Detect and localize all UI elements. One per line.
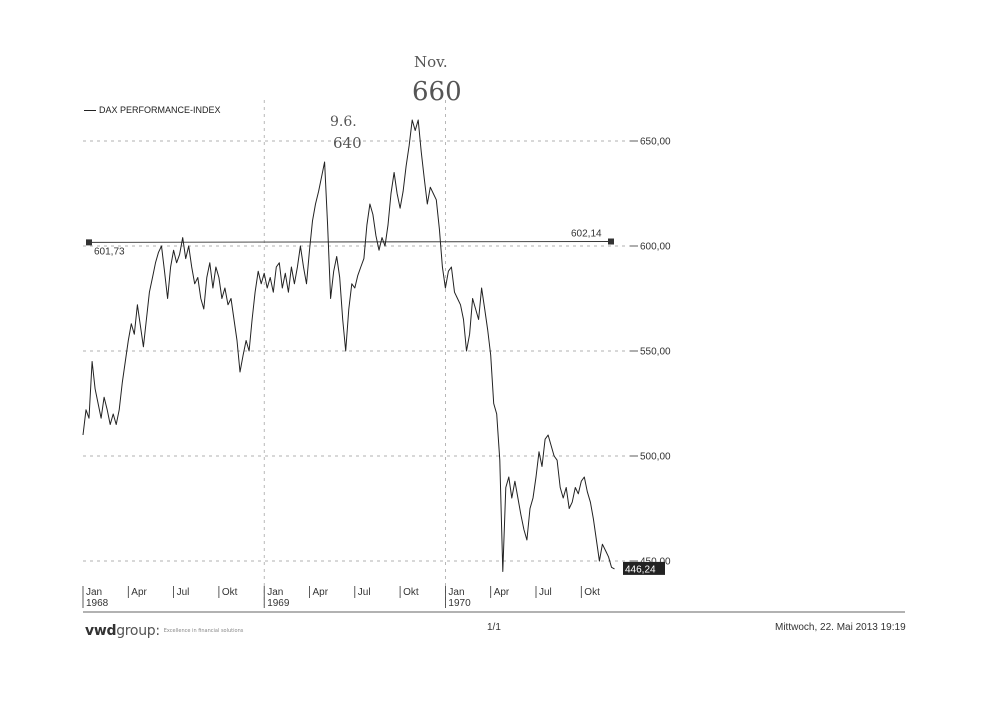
- reference-line: [88, 241, 612, 243]
- logo-tagline: Excellence in financial solutions: [163, 627, 244, 634]
- x-year-label: 1968: [86, 598, 109, 609]
- x-tick-label: Jul: [358, 587, 371, 598]
- x-tick-label: Apr: [131, 587, 147, 598]
- x-tick-label: Apr: [313, 587, 329, 598]
- vwd-logo: vwdgroup: Excellence in financial solutio…: [85, 620, 243, 639]
- print-date: Mittwoch, 22. Mai 2013 19:19: [775, 622, 906, 633]
- x-year-label: 1969: [267, 598, 290, 609]
- series-layer: [82, 119, 615, 572]
- annotation-jun-top: 9.6.: [330, 114, 357, 130]
- legend-label: DAX PERFORMANCE-INDEX: [99, 105, 221, 115]
- reference-label-right: 602,14: [571, 229, 602, 240]
- reference-handle-left: [86, 239, 92, 246]
- last-value-badge: [623, 561, 665, 575]
- page-number: 1/1: [487, 622, 501, 633]
- x-tick-label: Jan: [448, 587, 464, 598]
- x-tick-label: Jan: [267, 587, 283, 598]
- last-value-label: 446,24: [625, 564, 656, 575]
- y-tick-label: 650,00: [640, 137, 671, 148]
- reference-handle-right: [608, 238, 614, 245]
- annotation-nov-bottom: 660: [412, 77, 462, 107]
- x-tick-label: Okt: [584, 587, 600, 598]
- x-tick-label: Okt: [403, 587, 419, 598]
- annotation-nov-top: Nov.: [414, 53, 448, 71]
- x-year-label: 1970: [448, 598, 471, 609]
- legend-swatch: [84, 110, 96, 112]
- x-tick-label: Jul: [177, 587, 190, 598]
- logo-brand-bold: vwd: [85, 623, 117, 639]
- y-tick-label: 550,00: [640, 347, 671, 358]
- reference-line-group: [86, 238, 614, 246]
- x-tick-label: Okt: [222, 587, 238, 598]
- logo-brand-light: group:: [116, 623, 160, 639]
- y-tick-label: 600,00: [640, 242, 671, 253]
- reference-label-left: 601,73: [94, 246, 125, 257]
- tick-labels: 450,00500,00550,00600,00650,00Jan1968Apr…: [86, 137, 671, 610]
- x-tick-label: Jan: [86, 587, 102, 598]
- annotation-jun-bottom: 640: [333, 134, 362, 152]
- grid-lines: [83, 100, 630, 605]
- x-tick-label: Apr: [494, 587, 510, 598]
- x-tick-label: Jul: [539, 587, 552, 598]
- axes: [82, 140, 905, 613]
- series-line: [82, 119, 615, 572]
- y-tick-label: 500,00: [640, 452, 671, 463]
- chart-legend: DAX PERFORMANCE-INDEX: [84, 105, 221, 115]
